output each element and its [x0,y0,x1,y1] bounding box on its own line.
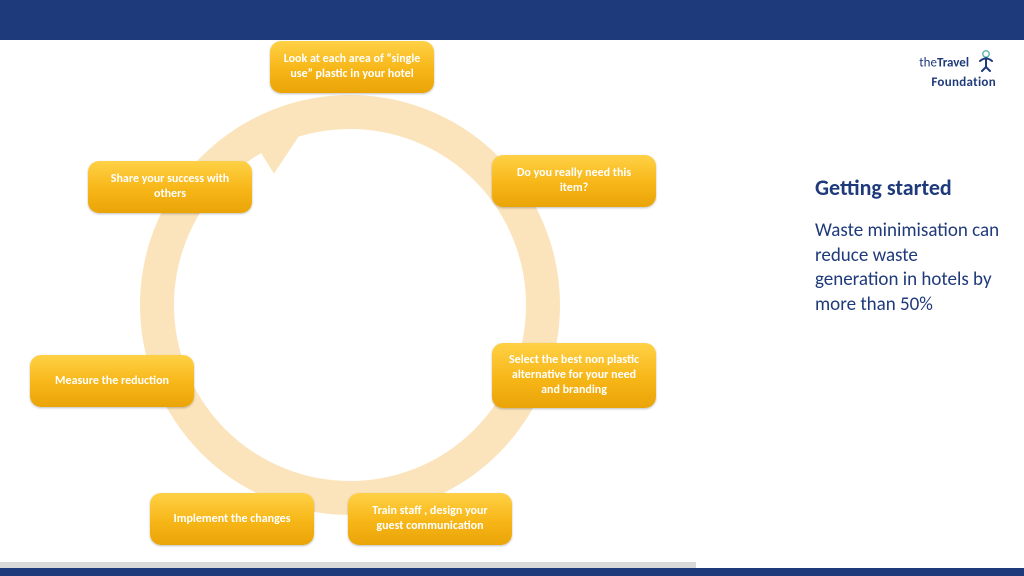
logo-text-line2: Foundation [919,76,996,90]
cycle-node-2: Select the best non plastic alternative … [492,343,656,408]
sidebar-body: Waste minimisation can reduce waste gene… [815,219,1005,318]
footer-bar [0,568,1024,576]
person-icon [976,50,996,76]
logo-text-bold: Travel [937,55,969,70]
cycle-node-3: Train staff , design your guest communic… [348,493,512,545]
cycle-node-4: Implement the changes [150,493,314,545]
cycle-diagram: Look at each area of “single use” plasti… [60,55,640,555]
sidebar-title: Getting started [815,174,1005,201]
header-bar [0,0,1024,40]
logo-text-light: the [919,55,937,70]
cycle-arrowhead-icon [253,116,312,173]
cycle-node-5: Measure the reduction [30,355,194,407]
cycle-node-1: Do you really need this item? [492,155,656,207]
brand-logo: theTravel Foundation [919,50,996,91]
cycle-node-6: Share your success with others [88,161,252,213]
cycle-node-0: Look at each area of “single use” plasti… [270,41,434,93]
sidebar: Getting started Waste minimisation can r… [815,174,1005,318]
